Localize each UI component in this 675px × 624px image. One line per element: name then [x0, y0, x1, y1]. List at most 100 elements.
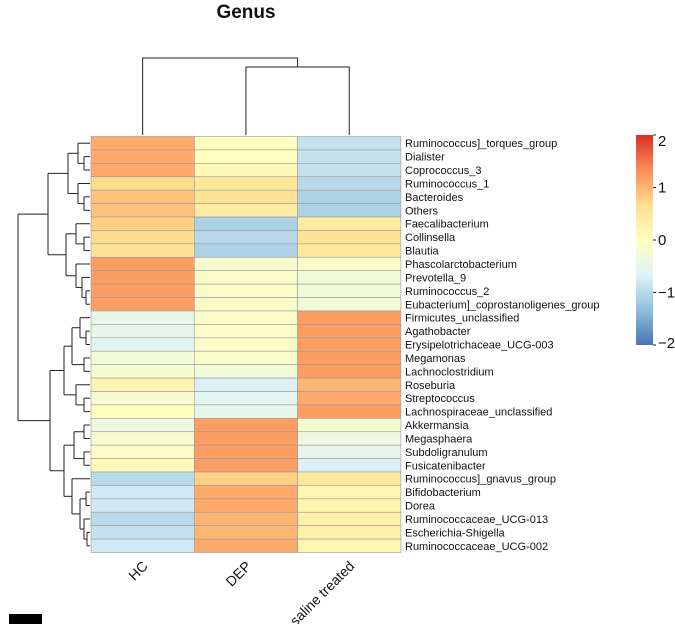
- heatmap-cell: [297, 189, 402, 204]
- heatmap-cell: [90, 458, 195, 473]
- heatmap-cell: [90, 176, 195, 191]
- row-label: Dorea: [405, 501, 436, 513]
- heatmap-cell: [194, 350, 298, 365]
- column-labels: HC DEP saline treated: [125, 558, 357, 624]
- heatmap-cell: [297, 163, 402, 178]
- heatmap-cell: [194, 297, 298, 312]
- heatmap-cell: [297, 404, 402, 419]
- heatmap-cell: [194, 324, 298, 339]
- heatmap-cell: [194, 404, 298, 419]
- heatmap-cell: [90, 350, 195, 365]
- heatmap-cell: [194, 511, 298, 526]
- heatmap-cell: [297, 364, 402, 379]
- row-label: Agathobacter: [405, 326, 471, 338]
- heatmap-cell: [297, 149, 402, 164]
- heatmap-cell: [90, 297, 195, 312]
- panel-letter-mark: [9, 614, 42, 624]
- row-label: Fusicatenibacter: [405, 460, 486, 472]
- heatmap-cell: [297, 485, 402, 500]
- colorbar-tick-label: −1: [658, 285, 675, 302]
- heatmap-cell: [194, 391, 298, 406]
- heatmap-cell: [194, 176, 298, 191]
- heatmap-cell: [90, 256, 195, 271]
- heatmap-cell: [90, 283, 195, 298]
- row-dendrogram: [17, 142, 90, 547]
- heatmap-cell: [194, 243, 298, 258]
- heatmap-cell: [297, 525, 402, 540]
- heatmap-cell: [297, 310, 402, 325]
- heatmap-cell: [297, 431, 402, 446]
- heatmap-cell: [90, 471, 195, 486]
- heatmap-cell: [194, 525, 298, 540]
- heatmap-cell: [90, 203, 195, 218]
- heatmap-cell: [194, 256, 298, 271]
- row-label: Megamonas: [405, 353, 466, 365]
- heatmap-cell: [90, 324, 195, 339]
- row-label: Coprococcus_3: [405, 165, 481, 177]
- row-label: Blautia: [405, 246, 440, 258]
- row-label: Streptococcus: [405, 393, 475, 405]
- heatmap-cell: [194, 270, 298, 285]
- heatmap-cell: [90, 136, 195, 151]
- heatmap-cell: [297, 203, 402, 218]
- colorbar-tick-label: 2: [658, 133, 666, 150]
- row-label: Ruminococcus_1: [405, 178, 489, 190]
- heatmap-cell: [194, 418, 298, 433]
- row-labels: Ruminococcus]_torques_group DialisterCopr…: [405, 138, 599, 553]
- heatmap-cell: [194, 136, 298, 151]
- heatmap-cell: [297, 471, 402, 486]
- heatmap-cell: [90, 485, 195, 500]
- heatmap-cell: [297, 243, 402, 258]
- row-label: Prevotella_9: [405, 272, 466, 284]
- heatmap-cells: [90, 136, 402, 553]
- heatmap-cell: [297, 418, 402, 433]
- row-label: Firmicutes_unclassified: [405, 313, 519, 325]
- heatmap-cell: [90, 149, 195, 164]
- row-label: Others: [405, 205, 439, 217]
- row-label: Erysipelotrichaceae_UCG-003: [405, 340, 554, 352]
- heatmap-cell: [90, 404, 195, 419]
- row-label: Dialister: [405, 152, 445, 164]
- heatmap-cell: [194, 230, 298, 245]
- row-label: Lachnospiraceae_unclassified: [405, 407, 552, 419]
- heatmap-cell: [297, 350, 402, 365]
- heatmap-cell: [90, 498, 195, 513]
- row-label: Bacteroides: [405, 192, 464, 204]
- heatmap-cell: [90, 270, 195, 285]
- row-label: Ruminococcus]_gnavus_group: [405, 474, 556, 486]
- row-label: Phascolarctobacterium: [405, 259, 517, 271]
- heatmap-cell: [194, 310, 298, 325]
- row-label: Ruminococcus]_torques_group: [405, 138, 557, 150]
- heatmap-cell: [297, 538, 402, 553]
- heatmap-cell: [90, 391, 195, 406]
- row-label: Subdoligranulum: [405, 447, 488, 459]
- heatmap-cell: [194, 337, 298, 352]
- heatmap-cell: [90, 418, 195, 433]
- row-label: Ruminococcus_2: [405, 286, 489, 298]
- heatmap-cell: [194, 485, 298, 500]
- row-label: Faecalibacterium: [405, 219, 489, 231]
- chart-title: Genus: [216, 2, 275, 23]
- row-label: Escherichia-Shigella: [405, 527, 506, 539]
- heatmap-cell: [194, 538, 298, 553]
- column-label: DEP: [222, 558, 254, 590]
- heatmap-cell: [194, 149, 298, 164]
- heatmap-cell: [297, 337, 402, 352]
- heatmap-cell: [90, 216, 195, 231]
- heatmap-cell: [297, 283, 402, 298]
- heatmap-cell: [90, 163, 195, 178]
- heatmap-cell: [297, 216, 402, 231]
- heatmap-cell: [297, 136, 402, 151]
- heatmap-cell: [90, 310, 195, 325]
- heatmap-cell: [194, 283, 298, 298]
- colorbar-tick-label: −2: [658, 335, 675, 352]
- heatmap-cell: [90, 525, 195, 540]
- heatmap-cell: [194, 364, 298, 379]
- row-label: Collinsella: [405, 232, 456, 244]
- row-label: Megasphaera: [405, 433, 473, 445]
- heatmap-cell: [297, 511, 402, 526]
- row-label: Bifidobacterium: [405, 487, 481, 499]
- heatmap-cell: [194, 216, 298, 231]
- heatmap-cell: [297, 176, 402, 191]
